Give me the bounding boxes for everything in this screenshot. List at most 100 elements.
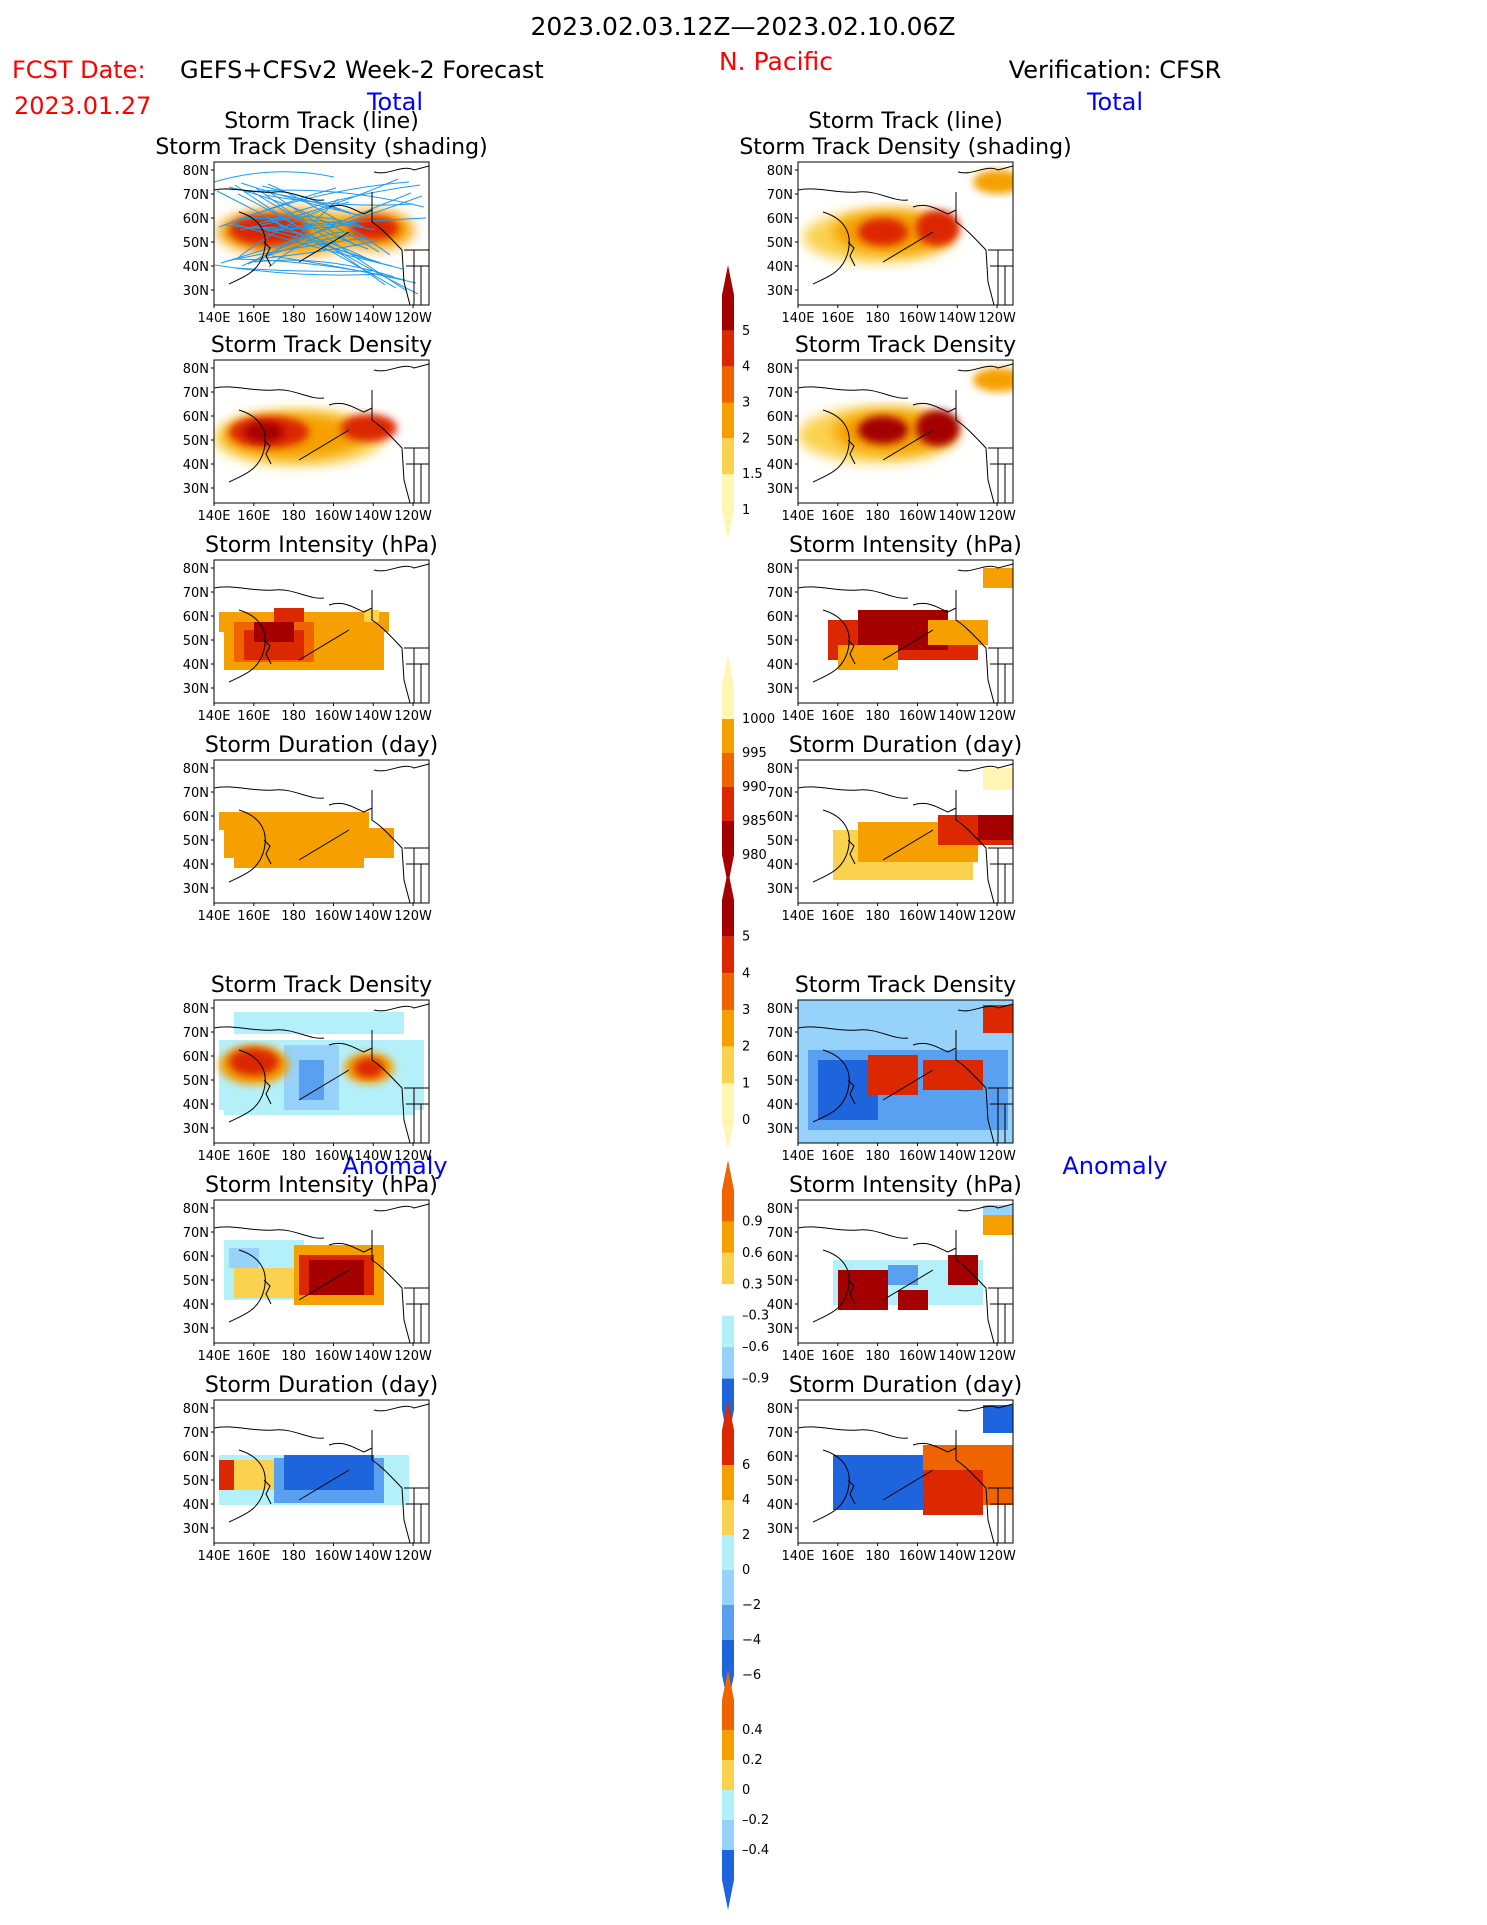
lon-tick-label: 140E [197, 509, 230, 524]
colorbar-segment [722, 1430, 734, 1465]
lon-tick-label: 180 [281, 311, 306, 326]
lon-tick-label: 160W [315, 509, 353, 524]
lat-tick-label: 60N [767, 410, 793, 425]
lon-tick-label: 160W [315, 1149, 353, 1164]
lat-tick-label: 40N [183, 1098, 209, 1113]
map-panel-duration-anom-right: Storm Duration (day) 80N 70N 60N 50N 40N 30N 14… [767, 1373, 1022, 1564]
lon-tick-label: 140W [938, 709, 976, 724]
colorbar-label: 1 [742, 1076, 750, 1091]
lon-tick-label: 180 [281, 1549, 306, 1564]
lat-tick-label: 40N [767, 1098, 793, 1113]
colorbar-segment [722, 1640, 734, 1675]
lat-tick-label: 80N [767, 362, 793, 377]
lat-tick-label: 30N [183, 284, 209, 299]
lat-tick-label: 30N [767, 1522, 793, 1537]
colorbar-segment [722, 1315, 734, 1348]
lon-tick-label: 180 [281, 1149, 306, 1164]
map-field [214, 1000, 429, 1143]
lat-tick-label: 60N [183, 1450, 209, 1465]
map-frame [213, 1199, 430, 1344]
colorbar-label: 3 [742, 396, 750, 411]
panel-title: Storm Track Density [795, 973, 1016, 998]
colorbar-segment [722, 1046, 734, 1084]
map-frame [213, 1399, 430, 1544]
lat-tick-label: 40N [183, 1498, 209, 1513]
colorbar-label: −4 [742, 1633, 761, 1648]
colorbar-label: 0 [742, 1783, 750, 1798]
lon-tick-label: 160E [237, 1149, 270, 1164]
colorbar-segment [722, 366, 734, 403]
map-frame [213, 359, 430, 504]
lat-tick-label: 70N [767, 586, 793, 601]
lon-tick-label: 160E [821, 1349, 854, 1364]
coastline [798, 1403, 1013, 1543]
lon-tick-label: 140E [197, 1349, 230, 1364]
lon-tick-label: 140W [938, 1149, 976, 1164]
lat-tick-label: 30N [767, 482, 793, 497]
lat-tick-label: 40N [767, 1498, 793, 1513]
lon-tick-label: 160W [315, 1349, 353, 1364]
colorbar-segment [722, 1378, 734, 1410]
colorbar-label: –0.3 [742, 1309, 769, 1324]
lon-tick-label: 140W [354, 709, 392, 724]
panel-title: Storm Duration (day) [205, 733, 438, 758]
colorbar-label: −2 [742, 1598, 761, 1613]
colorbar-label: 995 [742, 746, 767, 761]
coastline [214, 1403, 429, 1543]
lon-tick-label: 120W [394, 709, 432, 724]
lon-tick-label: 160E [237, 1549, 270, 1564]
map-field [214, 760, 429, 903]
colorbar-label: 0.2 [742, 1753, 763, 1768]
model-label: GEFS+CFSv2 Week-2 Forecast [180, 56, 544, 84]
lon-tick-label: 140E [781, 1349, 814, 1364]
lat-tick-label: 40N [183, 458, 209, 473]
region-title: N. Pacific [719, 47, 833, 76]
lon-tick-label: 160E [237, 909, 270, 924]
map-frame [213, 999, 430, 1144]
colorbar-density: 5 4 3 2 1.5 1 [722, 265, 763, 540]
lat-tick-label: 60N [767, 1250, 793, 1265]
map-field [798, 560, 1013, 703]
colorbar-label: 4 [742, 966, 750, 981]
lon-tick-label: 120W [978, 311, 1016, 326]
coastline [798, 165, 1013, 305]
lon-tick-label: 140E [197, 1149, 230, 1164]
lat-tick-label: 60N [767, 810, 793, 825]
colorbar-segment [722, 1221, 734, 1253]
lat-tick-label: 50N [767, 236, 793, 251]
lat-tick-label: 70N [183, 188, 209, 203]
colorbar-segment [722, 719, 734, 753]
lon-tick-label: 140E [781, 709, 814, 724]
map-panel-duration-right: Storm Duration (day) 80N 70N 60N 50N 40N 30N 14… [767, 733, 1022, 924]
map-field [798, 1400, 1013, 1543]
colorbar-segment [722, 402, 734, 439]
lat-tick-label: 50N [183, 834, 209, 849]
lat-tick-label: 50N [183, 236, 209, 251]
lon-tick-label: 120W [394, 1149, 432, 1164]
panel-title: Storm Duration (day) [789, 1373, 1022, 1398]
lat-tick-label: 70N [767, 786, 793, 801]
lon-tick-label: 160W [315, 1549, 353, 1564]
map-field [798, 1200, 1013, 1343]
lat-tick-label: 80N [183, 164, 209, 179]
panel-title: Storm Duration (day) [789, 733, 1022, 758]
lat-tick-label: 60N [767, 1050, 793, 1065]
panel-title: Storm Track (line) [224, 109, 419, 134]
colorbar-label: 3 [742, 1003, 750, 1018]
lon-tick-label: 160E [237, 509, 270, 524]
colorbar-segment [722, 438, 734, 475]
colorbar-segment [722, 1605, 734, 1640]
lon-tick-label: 120W [978, 1549, 1016, 1564]
colorbar-label: –0.6 [742, 1340, 769, 1355]
lat-tick-label: 50N [767, 1474, 793, 1489]
lon-tick-label: 140E [781, 1149, 814, 1164]
colorbar-segment [722, 1465, 734, 1500]
lon-tick-label: 140W [938, 509, 976, 524]
lat-tick-label: 50N [767, 1274, 793, 1289]
lon-tick-label: 160W [315, 311, 353, 326]
period-title: 2023.02.03.12Z—2023.02.10.06Z [530, 12, 955, 41]
total-label-left: Total [366, 88, 423, 116]
lon-tick-label: 180 [281, 1349, 306, 1364]
